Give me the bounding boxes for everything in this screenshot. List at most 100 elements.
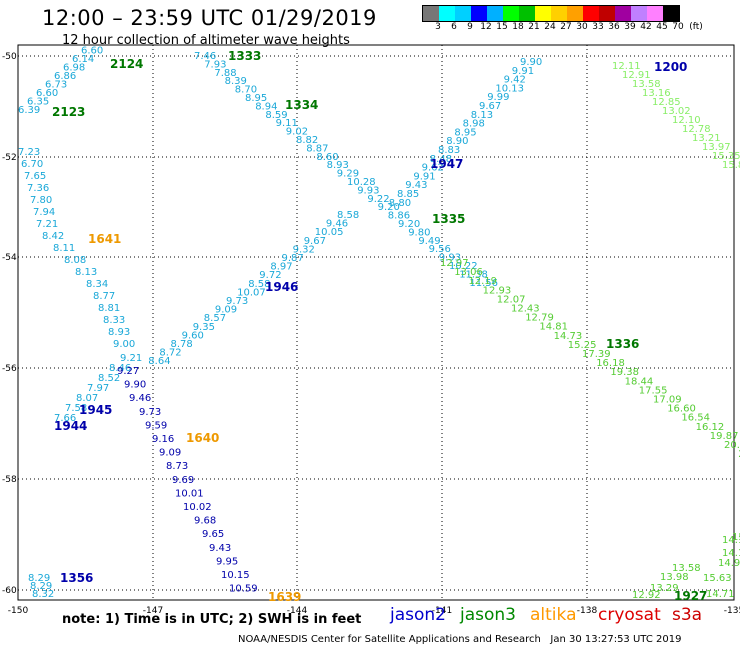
wave-height-value: 6.35 bbox=[27, 97, 49, 108]
wave-height-value: 10.13 bbox=[495, 83, 524, 94]
wave-height-value: 9.32 bbox=[293, 244, 315, 255]
wave-height-color-legend bbox=[422, 5, 680, 22]
wave-height-value: 17.39 bbox=[582, 349, 611, 360]
wave-height-value: 20.63 bbox=[738, 449, 740, 460]
wave-height-value: 15.87 bbox=[722, 160, 740, 171]
legend-label: 12 bbox=[480, 22, 492, 32]
wave-height-value: 7.80 bbox=[30, 195, 52, 206]
wave-height-value: 9.91 bbox=[512, 66, 534, 77]
wave-height-value: 12.19 bbox=[468, 276, 497, 287]
wave-height-value: 9.99 bbox=[487, 92, 509, 103]
wave-height-value: 14.9 bbox=[718, 558, 740, 569]
wave-height-value: 9.73 bbox=[226, 296, 248, 307]
track-time-label: 1356 bbox=[60, 571, 93, 585]
wave-height-value: 8.72 bbox=[159, 348, 181, 359]
wave-height-value: 9.00 bbox=[113, 339, 135, 350]
wave-height-value: 13.06 bbox=[454, 267, 483, 278]
wave-height-value: 8.29 bbox=[30, 581, 52, 592]
wave-height-value: 12.07 bbox=[497, 294, 526, 305]
wave-height-value: 9.90 bbox=[124, 380, 146, 391]
wave-height-value: 8.77 bbox=[93, 291, 115, 302]
wave-height-value: 8.46 bbox=[109, 363, 131, 374]
wave-height-value: 12.85 bbox=[652, 97, 681, 108]
legend-swatch bbox=[599, 6, 615, 21]
wave-height-value: 9.90 bbox=[520, 57, 542, 68]
wave-height-value: 9.67 bbox=[479, 101, 501, 112]
wave-height-value: 9.43 bbox=[209, 543, 231, 554]
wave-height-value: 9.93 bbox=[357, 185, 379, 196]
satellite-label: cryosat bbox=[598, 605, 661, 625]
wave-height-value: 6.73 bbox=[45, 80, 67, 91]
satellite-label: s3a bbox=[672, 605, 703, 625]
legend-label: 21 bbox=[528, 22, 540, 32]
wave-height-value: 8.82 bbox=[296, 135, 318, 146]
footer-note: note: 1) Time is in UTC; 2) SWH is in fe… bbox=[62, 612, 362, 627]
wave-height-value: 12.97 bbox=[440, 258, 469, 269]
legend-label: 70 bbox=[672, 22, 684, 32]
legend-swatch bbox=[503, 6, 519, 21]
legend-label: 18 bbox=[512, 22, 524, 32]
legend-swatch bbox=[663, 6, 679, 21]
wave-height-value: 9.16 bbox=[152, 434, 174, 445]
wave-height-value: 9.49 bbox=[418, 236, 440, 247]
wave-height-value: 7.94 bbox=[33, 207, 55, 218]
legend-label: 42 bbox=[640, 22, 652, 32]
wave-height-value: 13.97 bbox=[702, 142, 731, 153]
wave-height-value: 9.56 bbox=[429, 244, 451, 255]
track-time-label: 1336 bbox=[606, 337, 639, 351]
legend-label: 39 bbox=[624, 22, 636, 32]
legend-label: 3 bbox=[435, 22, 441, 32]
longitude-label: -141 bbox=[432, 606, 452, 616]
wave-height-value: 7.36 bbox=[27, 183, 49, 194]
legend-swatch bbox=[535, 6, 551, 21]
wave-height-value: 14.81 bbox=[539, 322, 568, 333]
longitude-label: -150 bbox=[8, 606, 29, 616]
satellite-label: altika bbox=[530, 605, 577, 625]
wave-height-value: 8.64 bbox=[148, 356, 170, 367]
wave-height-value: 7.58 bbox=[65, 403, 87, 414]
wave-height-value: 9.95 bbox=[216, 556, 238, 567]
wave-height-value: 14.16 bbox=[722, 548, 740, 559]
track-time-label: 1927 bbox=[674, 589, 707, 603]
track-time-label: 1334 bbox=[285, 98, 318, 112]
wave-height-value: 7.97 bbox=[87, 383, 109, 394]
wave-height-value: 13.58 bbox=[632, 79, 661, 90]
legend-labels: 3 6 9 12 15 18 21 24 27 30 33 36 39 42 45 70 (ft) bbox=[422, 22, 740, 34]
legend-label: 33 bbox=[592, 22, 604, 32]
wave-height-value: 10.15 bbox=[221, 570, 250, 581]
wave-height-value: 9.87 bbox=[282, 253, 304, 264]
wave-height-value: 8.58 bbox=[248, 279, 270, 290]
wave-height-value: 15 bbox=[732, 532, 740, 543]
legend-swatch bbox=[455, 6, 471, 21]
wave-height-value: 15.35 bbox=[712, 151, 740, 162]
satellite-label: jason2 bbox=[390, 605, 446, 625]
wave-height-value: 10.28 bbox=[347, 177, 376, 188]
legend-swatch bbox=[439, 6, 455, 21]
wave-height-value: 7.93 bbox=[204, 59, 226, 70]
latitude-label: -56 bbox=[2, 364, 17, 374]
track-time-label: 1946 bbox=[265, 280, 298, 294]
legend-swatch bbox=[551, 6, 567, 21]
wave-height-value: 11.56 bbox=[469, 278, 498, 289]
wave-height-value: 7.88 bbox=[214, 68, 236, 79]
wave-height-value: 8.97 bbox=[270, 262, 292, 273]
wave-height-value: 9.43 bbox=[405, 180, 427, 191]
wave-height-value: 7.46 bbox=[194, 51, 216, 62]
latitude-label: -54 bbox=[2, 253, 17, 263]
wave-height-value: 8.80 bbox=[389, 198, 411, 209]
wave-height-value: 8.58 bbox=[337, 210, 359, 221]
track-time-label: 1333 bbox=[228, 49, 261, 63]
wave-height-value: 9.27 bbox=[117, 366, 139, 377]
wave-height-value: 8.59 bbox=[265, 110, 287, 121]
legend-label: 45 bbox=[656, 22, 668, 32]
wave-height-value: 9.20 bbox=[378, 202, 400, 213]
wave-height-value: 6.98 bbox=[63, 63, 85, 74]
wave-height-value: 9.68 bbox=[194, 516, 216, 527]
wave-height-value: 10.59 bbox=[229, 584, 258, 595]
legend-label: 15 bbox=[496, 22, 508, 32]
wave-height-value: 9.09 bbox=[159, 448, 181, 459]
legend-label: 9 bbox=[467, 22, 473, 32]
wave-height-value: 16.54 bbox=[681, 413, 710, 424]
latitude-label: -60 bbox=[2, 586, 17, 596]
legend-swatch bbox=[615, 6, 631, 21]
